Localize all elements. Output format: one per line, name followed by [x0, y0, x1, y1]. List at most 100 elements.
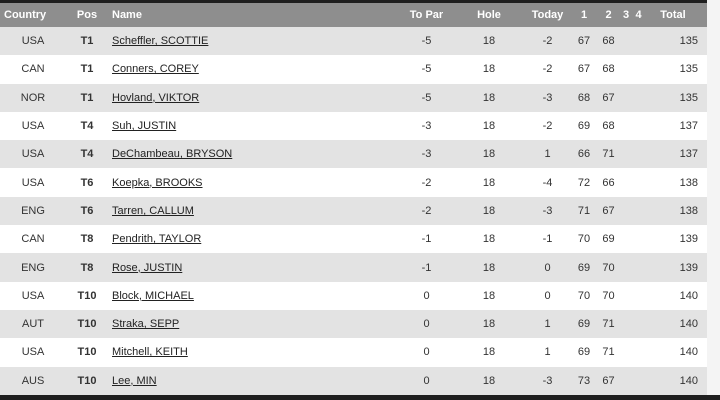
today-cell: -3: [542, 91, 553, 104]
r4-cell: [632, 84, 645, 112]
to_par-cell: -5: [421, 63, 432, 76]
table-row: USA T10 Block, MICHAEL 0 18 0 70 70 140: [0, 281, 707, 310]
column-header-to_par: To Par: [409, 9, 444, 21]
player-link[interactable]: Conners, COREY: [112, 63, 199, 76]
player-link[interactable]: Hovland, VIKTOR: [112, 91, 200, 104]
r3-cell: [620, 367, 632, 395]
table-row: CAN T1 Conners, COREY -5 18 -2 67 68 135: [0, 55, 707, 84]
table-row: USA T4 DeChambeau, BRYSON -3 18 1 66 71 137: [0, 140, 707, 169]
player-link[interactable]: Koepka, BROOKS: [112, 176, 203, 189]
player-link[interactable]: DeChambeau, BRYSON: [112, 148, 233, 161]
hole-cell: 18: [482, 318, 496, 331]
r4-cell: [632, 310, 645, 338]
total-cell: 138: [679, 204, 698, 217]
column-header-country: Country: [4, 9, 47, 21]
table-row: USA T1 Scheffler, SCOTTIE -5 18 -2 67 68 135: [0, 27, 707, 56]
pos-cell: T10: [77, 374, 97, 387]
name-cell: DeChambeau, BRYSON: [108, 140, 399, 168]
country-cell: AUS: [21, 374, 45, 387]
leaderboard-header: Country Pos Name To Par Hole Today 1 2 3 4 Total: [0, 3, 707, 27]
r2-cell: 71: [602, 346, 615, 359]
country-cell: USA: [21, 346, 45, 359]
total-cell: 139: [679, 261, 698, 274]
r4-cell: [632, 55, 645, 83]
hole-cell: 18: [482, 346, 496, 359]
today-cell: 0: [544, 289, 551, 302]
total-cell: 140: [679, 346, 698, 359]
player-link[interactable]: Rose, JUSTIN: [112, 261, 183, 274]
total-cell: 140: [679, 289, 698, 302]
total-cell: 137: [679, 148, 698, 161]
pos-cell: T4: [80, 120, 94, 133]
today-cell: -4: [542, 176, 553, 189]
today-cell: -2: [542, 120, 553, 133]
name-cell: Hovland, VIKTOR: [108, 84, 399, 112]
r3-cell: [620, 84, 632, 112]
today-cell: 1: [544, 346, 551, 359]
hole-cell: 18: [482, 63, 496, 76]
country-cell: AUT: [22, 318, 44, 331]
player-link[interactable]: Straka, SEPP: [112, 318, 180, 331]
r1-cell: 68: [577, 91, 591, 104]
total-cell: 135: [679, 63, 698, 76]
r1-cell: 70: [577, 289, 591, 302]
country-cell: CAN: [21, 233, 45, 246]
to_par-cell: -1: [421, 233, 432, 246]
r3-cell: [620, 310, 632, 338]
player-link[interactable]: Suh, JUSTIN: [112, 120, 177, 133]
pos-cell: T1: [80, 35, 94, 48]
to_par-cell: -2: [421, 176, 432, 189]
r2-cell: 66: [602, 176, 615, 189]
to_par-cell: -3: [421, 148, 432, 161]
pos-cell: T6: [80, 176, 94, 189]
player-link[interactable]: Mitchell, KEITH: [112, 346, 188, 359]
to_par-cell: -3: [421, 120, 432, 133]
player-link[interactable]: Tarren, CALLUM: [112, 204, 194, 217]
hole-cell: 18: [482, 374, 496, 387]
r3-cell: [620, 140, 632, 168]
r4-cell: [632, 112, 645, 140]
total-cell: 135: [679, 91, 698, 104]
column-header-r1: 1: [580, 9, 588, 21]
today-cell: -2: [542, 35, 553, 48]
r3-cell: [620, 253, 632, 281]
r1-cell: 69: [577, 261, 591, 274]
r3-cell: [620, 197, 632, 225]
r4-cell: [632, 140, 645, 168]
to_par-cell: 0: [423, 289, 430, 302]
country-cell: ENG: [21, 204, 45, 217]
player-link[interactable]: Block, MICHAEL: [112, 289, 194, 302]
table-top-border: [0, 0, 707, 3]
to_par-cell: -5: [421, 35, 432, 48]
leaderboard-body: USA T1 Scheffler, SCOTTIE -5 18 -2 67 68 135 CAN T…: [0, 27, 707, 395]
r4-cell: [632, 367, 645, 395]
today-cell: 1: [544, 148, 551, 161]
name-cell: Rose, JUSTIN: [108, 253, 399, 281]
pos-cell: T6: [80, 204, 94, 217]
table-row: AUT T10 Straka, SEPP 0 18 1 69 71 140: [0, 309, 707, 339]
player-link[interactable]: Pendrith, TAYLOR: [112, 233, 202, 246]
name-cell: Tarren, CALLUM: [108, 197, 399, 225]
total-cell: 140: [679, 374, 698, 387]
r3-cell: [620, 55, 632, 83]
pos-cell: T10: [77, 346, 97, 359]
to_par-cell: -5: [421, 91, 432, 104]
column-header-hole: Hole: [477, 9, 501, 21]
to_par-cell: 0: [423, 318, 430, 331]
player-link[interactable]: Scheffler, SCOTTIE: [112, 35, 209, 48]
bottom-bar: [0, 395, 720, 400]
r1-cell: 67: [577, 35, 591, 48]
r3-cell: [620, 112, 632, 140]
country-cell: CAN: [21, 63, 45, 76]
name-cell: Koepka, BROOKS: [108, 168, 399, 196]
pos-cell: T4: [80, 148, 94, 161]
pos-cell: T10: [77, 318, 97, 331]
player-link[interactable]: Lee, MIN: [112, 374, 157, 387]
r2-cell: 71: [602, 148, 615, 161]
r2-cell: 69: [602, 233, 615, 246]
r1-cell: 69: [577, 318, 591, 331]
r3-cell: [620, 27, 632, 55]
column-header-r3: 3: [622, 9, 630, 21]
table-row: USA T6 Koepka, BROOKS -2 18 -4 72 66 138: [0, 168, 707, 197]
pos-cell: T8: [80, 233, 94, 246]
